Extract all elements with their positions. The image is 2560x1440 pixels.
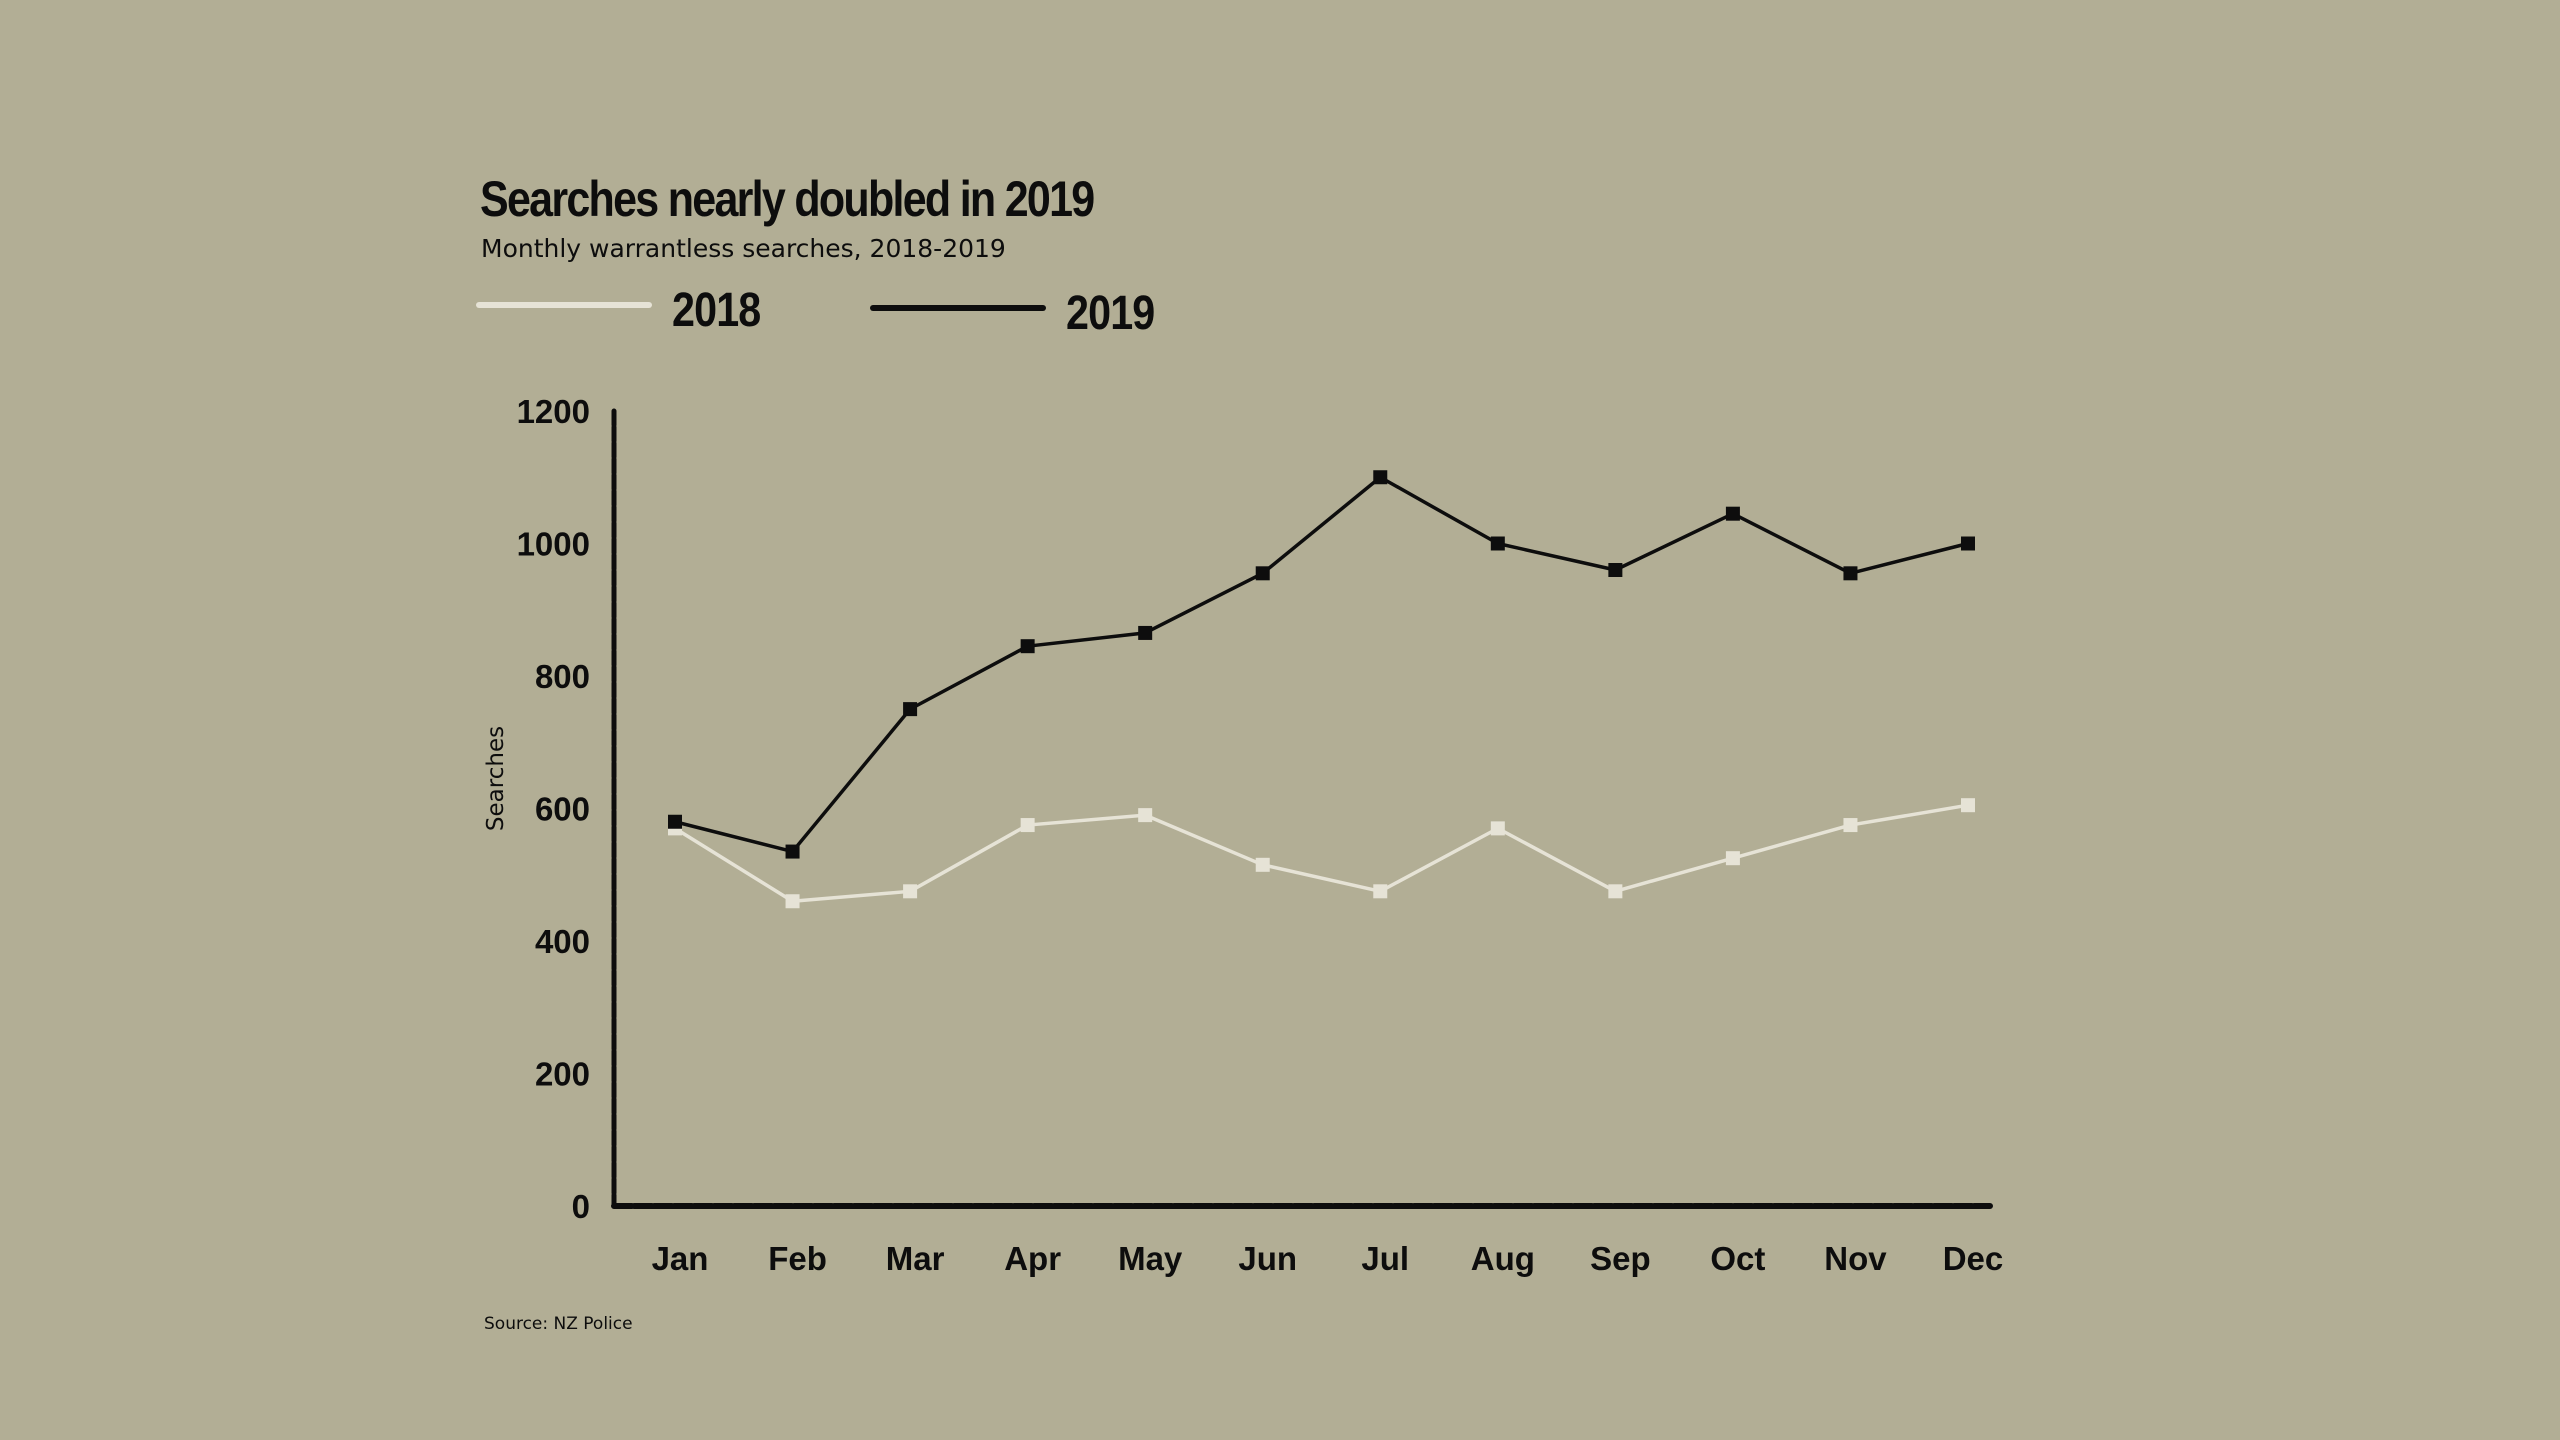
y-axis-title: Searches — [483, 726, 509, 831]
y-tick-label: 400 — [535, 923, 590, 960]
x-tick-label: Apr — [1004, 1240, 1061, 1277]
data-point-2018 — [1843, 818, 1858, 833]
data-point-2018 — [1490, 821, 1505, 836]
chart-title: Searches nearly doubled in 2019 — [480, 171, 1095, 227]
x-tick-label: May — [1118, 1240, 1183, 1277]
y-tick-label: 1000 — [517, 526, 590, 563]
y-tick-label: 600 — [535, 791, 590, 828]
legend-label-2018: 2018 — [672, 284, 761, 337]
data-point-2019 — [1373, 470, 1388, 485]
data-point-2018 — [903, 884, 918, 899]
legend-swatch-2019 — [870, 305, 1046, 311]
data-point-2018 — [1020, 818, 1035, 833]
x-tick-label: Feb — [768, 1240, 827, 1277]
y-tick-label: 0 — [572, 1188, 590, 1225]
data-point-2018 — [1255, 857, 1270, 872]
data-point-2018 — [1138, 808, 1153, 823]
x-tick-label: Sep — [1590, 1240, 1651, 1277]
source-note: Source: NZ Police — [484, 1314, 633, 1334]
data-point-2018 — [1725, 851, 1740, 866]
data-point-2019 — [1608, 563, 1623, 577]
data-point-2019 — [668, 814, 682, 829]
chart-subtitle: Monthly warrantless searches, 2018-2019 — [481, 234, 1006, 263]
data-point-2019 — [1725, 506, 1740, 521]
y-tick-label: 1200 — [517, 393, 590, 430]
x-tick-label: Jul — [1361, 1240, 1409, 1277]
y-tick-label: 800 — [535, 658, 590, 695]
data-point-2019 — [903, 702, 918, 717]
data-point-2018 — [1373, 884, 1388, 899]
data-point-2019 — [785, 844, 800, 859]
x-tick-label: Aug — [1471, 1240, 1535, 1277]
data-point-2019 — [1843, 566, 1858, 581]
y-tick-label: 200 — [535, 1056, 590, 1093]
series-line-2019 — [674, 475, 1969, 854]
x-tick-label: Jun — [1238, 1240, 1297, 1277]
legend-swatch-2018 — [476, 302, 652, 308]
data-point-2019 — [1138, 625, 1153, 640]
x-tick-label: Dec — [1943, 1240, 2004, 1277]
series-line-2018 — [674, 803, 1969, 903]
data-point-2018 — [1608, 884, 1623, 899]
data-point-2019 — [1020, 639, 1035, 654]
data-point-2019 — [1255, 566, 1270, 581]
data-point-2019 — [1490, 536, 1505, 551]
data-point-2018 — [785, 894, 800, 909]
data-point-2019 — [1961, 536, 1975, 551]
data-point-2018 — [1961, 798, 1975, 813]
x-tick-label: Jan — [652, 1240, 709, 1277]
x-tick-label: Nov — [1824, 1240, 1887, 1277]
legend-label-2019: 2019 — [1066, 287, 1155, 340]
x-tick-label: Mar — [886, 1240, 945, 1277]
x-tick-label: Oct — [1710, 1240, 1765, 1277]
